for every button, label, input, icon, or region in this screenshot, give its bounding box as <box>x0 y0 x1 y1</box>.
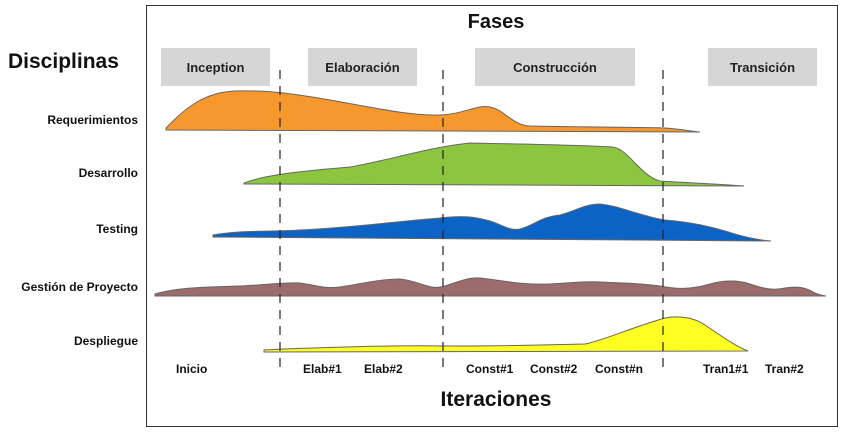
disciplines-title: Disciplinas <box>8 50 119 73</box>
discipline-desarrollo: Desarrollo <box>78 166 138 180</box>
iterations-title: Iteraciones <box>440 388 552 411</box>
discipline-despliegue: Despliegue <box>73 334 138 348</box>
discipline-testing: Testing <box>96 222 138 236</box>
iteration-elab-1: Elab#1 <box>303 362 342 376</box>
phase-inception: Inception <box>161 48 270 86</box>
iteration-const-2: Const#2 <box>530 362 578 376</box>
iteration-tran-2: Tran#2 <box>765 362 804 376</box>
iteration-tran1-1: Tran1#1 <box>703 362 749 376</box>
phase-construccion: Construcción <box>475 48 635 86</box>
iteration-const-n: Const#n <box>595 362 643 376</box>
iteration-elab-2: Elab#2 <box>364 362 403 376</box>
discipline-requerimientos: Requerimientos <box>47 113 138 127</box>
discipline-gestion-de-proyecto: Gestión de Proyecto <box>21 280 138 294</box>
iteration-const-1: Const#1 <box>466 362 514 376</box>
iteration-inicio: Inicio <box>176 362 208 376</box>
phase-elaboracion: Elaboración <box>308 48 417 86</box>
phases-title: Fases <box>467 11 525 33</box>
phase-transicion: Transición <box>708 48 817 86</box>
